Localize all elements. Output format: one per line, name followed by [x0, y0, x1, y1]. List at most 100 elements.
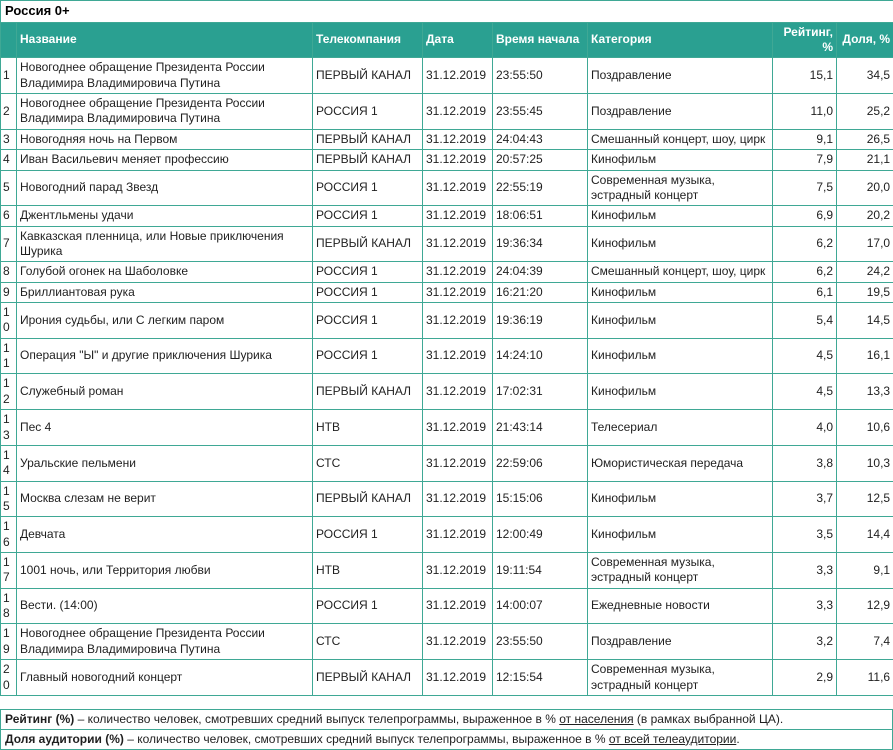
cell-share: 20,2: [837, 206, 893, 226]
cell-num: 3: [1, 129, 17, 149]
header-channel: Телекомпания: [313, 22, 423, 58]
cell-time: 19:36:19: [493, 303, 588, 339]
cell-time: 24:04:43: [493, 129, 588, 149]
header-number: [1, 22, 17, 58]
cell-rating: 4,5: [773, 338, 837, 374]
cell-name: Главный новогодний концерт: [17, 660, 313, 696]
cell-date: 31.12.2019: [423, 338, 493, 374]
cell-channel: ПЕРВЫЙ КАНАЛ: [313, 374, 423, 410]
cell-rating: 3,8: [773, 445, 837, 481]
cell-name: Новогоднее обращение Президента России В…: [17, 94, 313, 130]
cell-date: 31.12.2019: [423, 282, 493, 302]
cell-rating: 3,3: [773, 588, 837, 624]
cell-time: 23:55:50: [493, 58, 588, 94]
cell-num: 15: [1, 481, 17, 517]
note-text: – количество человек, смотревших средний…: [74, 712, 559, 726]
cell-num: 12: [1, 374, 17, 410]
cell-time: 17:02:31: [493, 374, 588, 410]
cell-time: 22:59:06: [493, 445, 588, 481]
cell-share: 9,1: [837, 553, 893, 589]
cell-category: Кинофильм: [588, 481, 773, 517]
ratings-table: Россия 0+ Название Телекомпания Дата Вре…: [0, 0, 893, 696]
cell-share: 20,0: [837, 170, 893, 206]
cell-share: 14,5: [837, 303, 893, 339]
cell-name: Кавказская пленница, или Новые приключен…: [17, 226, 313, 262]
cell-share: 14,4: [837, 517, 893, 553]
cell-channel: ПЕРВЫЙ КАНАЛ: [313, 481, 423, 517]
table-footer-gap: [0, 696, 893, 709]
cell-name: Иван Васильевич меняет профессию: [17, 150, 313, 170]
cell-num: 11: [1, 338, 17, 374]
cell-date: 31.12.2019: [423, 410, 493, 446]
cell-num: 14: [1, 445, 17, 481]
cell-share: 16,1: [837, 338, 893, 374]
cell-category: Поздравление: [588, 94, 773, 130]
note-text: от населения: [559, 712, 633, 726]
header-row: Название Телекомпания Дата Время начала …: [1, 22, 893, 58]
cell-date: 31.12.2019: [423, 660, 493, 696]
cell-time: 23:55:45: [493, 94, 588, 130]
header-start-time: Время начала: [493, 22, 588, 58]
cell-date: 31.12.2019: [423, 445, 493, 481]
cell-time: 14:24:10: [493, 338, 588, 374]
cell-date: 31.12.2019: [423, 517, 493, 553]
cell-num: 13: [1, 410, 17, 446]
cell-name: Девчата: [17, 517, 313, 553]
cell-category: Смешанный концерт, шоу, цирк: [588, 262, 773, 282]
cell-channel: ПЕРВЫЙ КАНАЛ: [313, 129, 423, 149]
cell-name: Ирония судьбы, или С легким паром: [17, 303, 313, 339]
cell-category: Кинофильм: [588, 150, 773, 170]
cell-rating: 15,1: [773, 58, 837, 94]
cell-channel: РОССИЯ 1: [313, 303, 423, 339]
header-share: Доля, %: [837, 22, 893, 58]
cell-share: 10,3: [837, 445, 893, 481]
header-date: Дата: [423, 22, 493, 58]
cell-category: Кинофильм: [588, 206, 773, 226]
note-text: от всей телеаудитории: [609, 732, 736, 746]
cell-rating: 11,0: [773, 94, 837, 130]
cell-channel: СТС: [313, 624, 423, 660]
cell-num: 10: [1, 303, 17, 339]
cell-rating: 9,1: [773, 129, 837, 149]
cell-share: 25,2: [837, 94, 893, 130]
cell-name: Служебный роман: [17, 374, 313, 410]
cell-category: Смешанный концерт, шоу, цирк: [588, 129, 773, 149]
cell-time: 21:43:14: [493, 410, 588, 446]
cell-channel: ПЕРВЫЙ КАНАЛ: [313, 226, 423, 262]
cell-rating: 5,4: [773, 303, 837, 339]
cell-date: 31.12.2019: [423, 58, 493, 94]
cell-date: 31.12.2019: [423, 262, 493, 282]
cell-rating: 3,2: [773, 624, 837, 660]
cell-category: Кинофильм: [588, 374, 773, 410]
cell-name: 1001 ночь, или Территория любви: [17, 553, 313, 589]
cell-category: Современная музыка, эстрадный концерт: [588, 660, 773, 696]
cell-category: Поздравление: [588, 624, 773, 660]
cell-name: Уральские пельмени: [17, 445, 313, 481]
note-text: – количество человек, смотревших средний…: [124, 732, 609, 746]
cell-date: 31.12.2019: [423, 303, 493, 339]
cell-time: 20:57:25: [493, 150, 588, 170]
note-text: (в рамках выбранной ЦА).: [634, 712, 784, 726]
note-text: Доля аудитории (%): [5, 732, 124, 746]
cell-rating: 7,5: [773, 170, 837, 206]
cell-share: 24,2: [837, 262, 893, 282]
cell-share: 19,5: [837, 282, 893, 302]
cell-time: 16:21:20: [493, 282, 588, 302]
cell-name: Джентльмены удачи: [17, 206, 313, 226]
cell-share: 17,0: [837, 226, 893, 262]
cell-share: 7,4: [837, 624, 893, 660]
cell-name: Москва слезам не верит: [17, 481, 313, 517]
header-rating: Рейтинг, %: [773, 22, 837, 58]
